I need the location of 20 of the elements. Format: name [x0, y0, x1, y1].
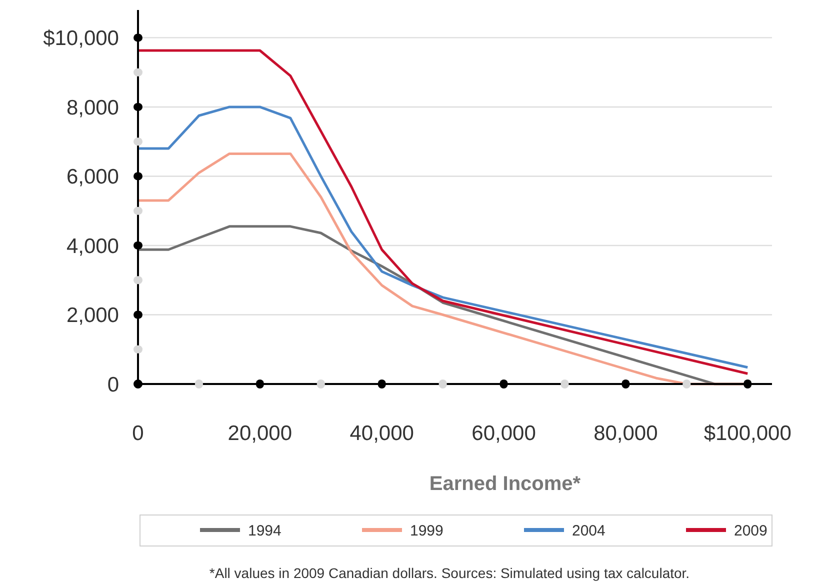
x-tick-label: 60,000 — [472, 422, 536, 445]
x-tick-label: 0 — [132, 422, 144, 445]
x-tick-label: 20,000 — [228, 422, 292, 445]
legend-label: 1994 — [248, 522, 282, 540]
legend-label: 2004 — [572, 522, 606, 540]
x-tick-label: 80,000 — [594, 422, 658, 445]
y-tick-label: 6,000 — [66, 166, 119, 189]
y-tick-label: 4,000 — [66, 234, 119, 258]
legend-label: 1999 — [410, 522, 444, 540]
y-tick-label: 0 — [107, 373, 119, 396]
y-tick-label: 8,000 — [66, 96, 119, 120]
y-tick-label: $10,000 — [43, 27, 119, 50]
x-tick-label: $100,000 — [704, 422, 792, 445]
line-series — [136, 49, 749, 375]
y-tick-label: 2,000 — [66, 304, 119, 328]
legend-label: 2009 — [734, 522, 768, 540]
text: *All values in 2009 Canadian dollars. Sources: Simulated using tax calculator. — [209, 565, 690, 581]
line-series — [136, 106, 749, 369]
x-axis-title: Earned Income* — [429, 473, 581, 495]
x-tick-label: 40,000 — [350, 422, 414, 445]
